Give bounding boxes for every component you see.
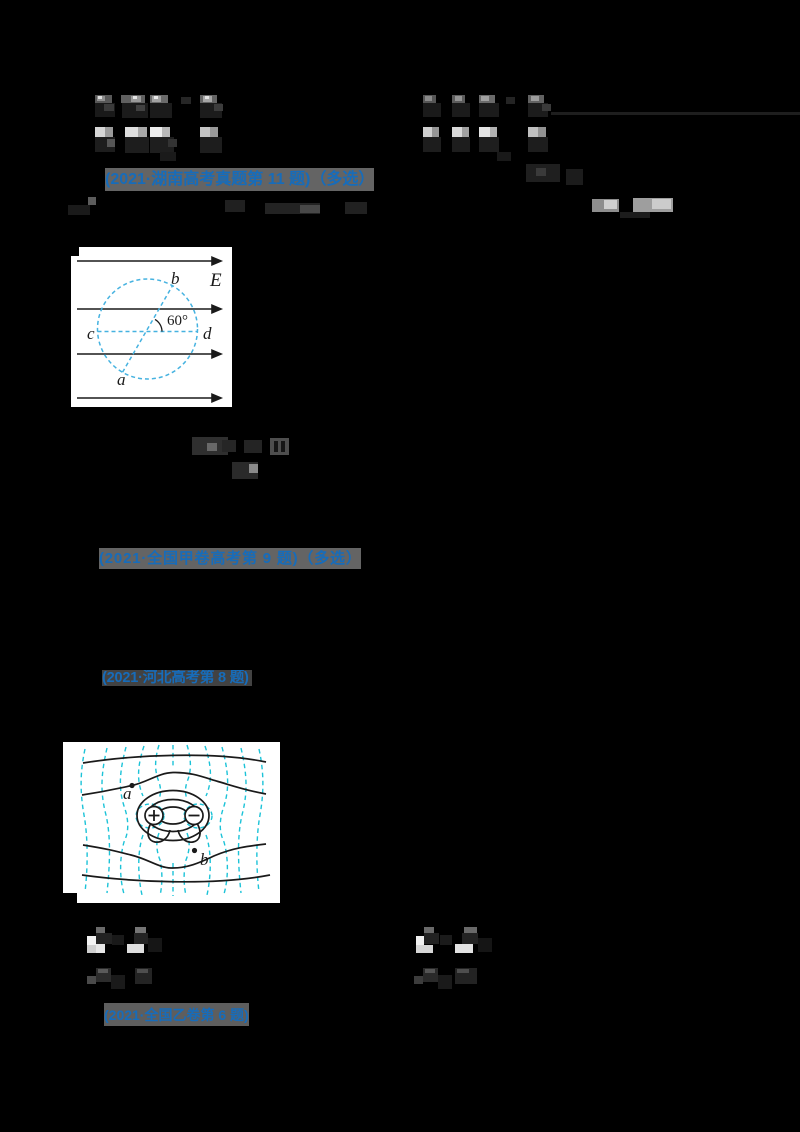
svg-text:c: c: [87, 324, 95, 343]
svg-text:b: b: [200, 850, 209, 869]
svg-text:a: a: [117, 370, 126, 389]
svg-text:b: b: [171, 269, 180, 288]
svg-text:E: E: [209, 270, 222, 291]
svg-text:d: d: [203, 324, 212, 343]
svg-text:60°: 60°: [167, 313, 188, 329]
svg-text:a: a: [123, 784, 132, 803]
